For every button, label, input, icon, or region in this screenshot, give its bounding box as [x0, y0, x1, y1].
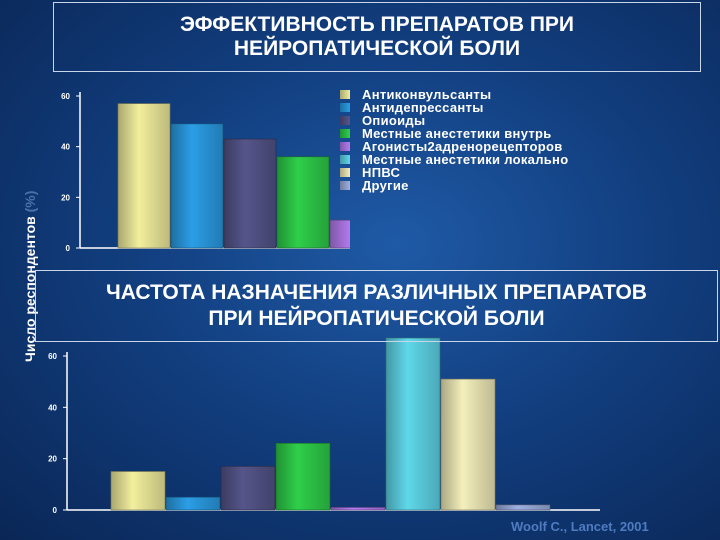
legend-label: Местные анестетики внутрь [362, 126, 552, 141]
legend-swatch [340, 129, 350, 138]
legend-swatch [340, 116, 350, 125]
chart1-bar [276, 156, 330, 249]
chart1-bar [117, 103, 171, 249]
chart2-bar [385, 337, 441, 511]
legend-swatch [340, 90, 350, 99]
legend-swatch [340, 142, 350, 151]
legend-item: НПВС [340, 166, 568, 179]
legend-swatch [340, 103, 350, 112]
legend-label: Опиоиды [362, 113, 426, 128]
y-axis-label-unit: (%) [22, 190, 38, 213]
chart1-title-text: ЭФФЕКТИВНОСТЬ ПРЕПАРАТОВ ПРИ НЕЙРОПАТИЧЕ… [179, 13, 575, 60]
chart2-bar [440, 378, 496, 511]
chart2-y-tick-label: 40 [48, 403, 57, 412]
legend-label: Агонисты2адренорецепторов [362, 139, 563, 154]
chart2-bar [110, 471, 166, 511]
chart2-title: ЧАСТОТА НАЗНАЧЕНИЯ РАЗЛИЧНЫХ ПРЕПАРАТОВ … [35, 270, 718, 342]
legend-swatch [340, 181, 350, 190]
chart2-y-tick-label: 0 [53, 506, 58, 515]
chart2-bar [275, 442, 331, 511]
chart1-bar [223, 138, 277, 249]
legend-item: Местные анестетики локально [340, 153, 568, 166]
legend-swatch [340, 155, 350, 164]
legend-item: Антидепрессанты [340, 101, 568, 114]
chart2-y-tick-label: 20 [48, 455, 57, 464]
legend-swatch [340, 168, 350, 177]
legend-item: Местные анестетики внутрь [340, 127, 568, 140]
legend-label: Местные анестетики локально [362, 152, 569, 167]
citation: Woolf C., Lancet, 2001 [511, 519, 649, 534]
chart1-y-tick-label: 20 [61, 193, 70, 202]
chart1-y-tick-label: 60 [61, 92, 70, 101]
chart1-legend: Антиконвульсанты Антидепрессанты Опиоиды Ме… [340, 88, 568, 192]
legend-item: Опиоиды [340, 114, 568, 127]
legend-item: Другие [340, 179, 568, 192]
chart2-bar [330, 507, 386, 511]
legend-label: НПВС [362, 165, 401, 180]
chart2: 0 20 40 60 [48, 337, 600, 515]
legend-item: Агонисты2адренорецепторов [340, 140, 568, 153]
chart2-bar [495, 504, 551, 511]
chart2-bar [165, 496, 221, 511]
chart1-bar [329, 219, 350, 249]
chart2-y-tick-label: 60 [48, 352, 57, 361]
legend-label: Другие [362, 178, 409, 193]
chart1-title: ЭФФЕКТИВНОСТЬ ПРЕПАРАТОВ ПРИ НЕЙРОПАТИЧЕ… [53, 2, 701, 72]
chart1-y-tick-label: 40 [61, 143, 70, 152]
legend-item: Антиконвульсанты [340, 88, 568, 101]
chart1-bar [170, 123, 224, 249]
chart2-bar [220, 466, 276, 511]
chart2-title-text: ЧАСТОТА НАЗНАЧЕНИЯ РАЗЛИЧНЫХ ПРЕПАРАТОВ … [106, 281, 647, 330]
chart1: 0 20 40 60 [61, 92, 350, 253]
chart1-y-tick-label: 0 [66, 244, 71, 253]
legend-label: Антидепрессанты [362, 100, 484, 115]
legend-label: Антиконвульсанты [362, 87, 492, 102]
